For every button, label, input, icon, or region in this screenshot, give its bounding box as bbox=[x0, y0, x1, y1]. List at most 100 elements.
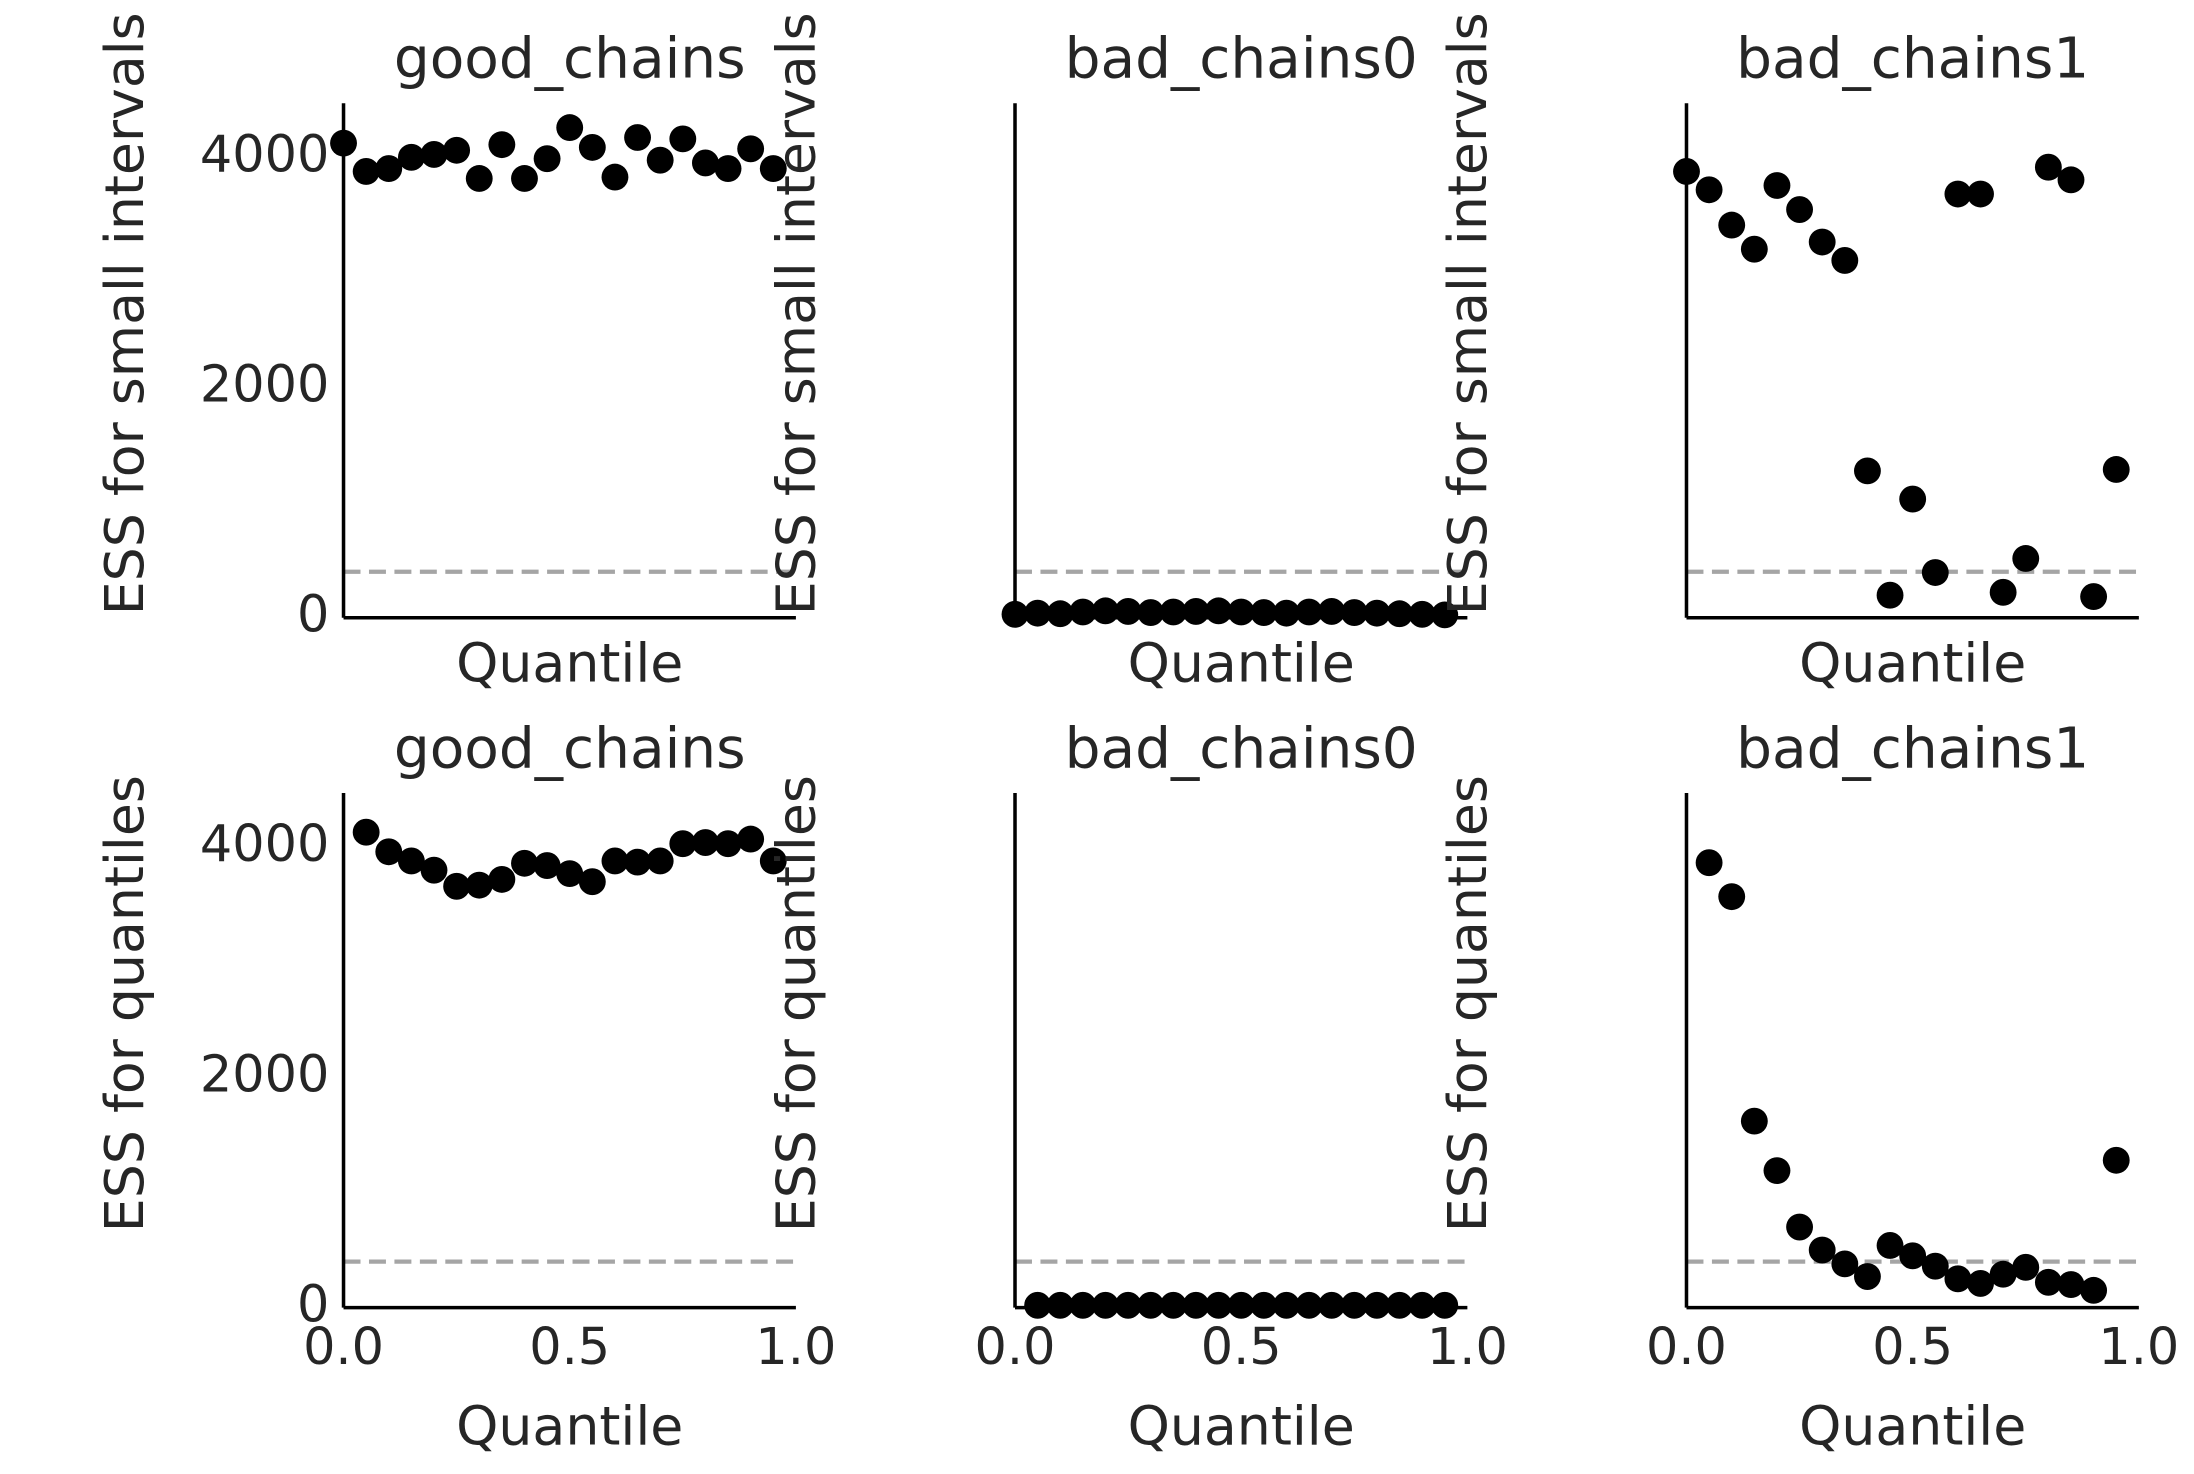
point bbox=[465, 871, 493, 899]
y-axis-label: ESS for small intervals bbox=[1436, 12, 1499, 615]
point bbox=[1989, 578, 2017, 606]
point bbox=[1431, 1291, 1459, 1319]
point bbox=[1718, 211, 1746, 239]
subplot: bad_chains1 ESS for quantiles Quantile 0.0 0… bbox=[1436, 717, 2180, 1458]
subplot: good_chains ESS for quantiles Quantile 0 200… bbox=[93, 717, 837, 1458]
point bbox=[1786, 196, 1814, 223]
point bbox=[714, 830, 742, 858]
point bbox=[1944, 180, 1972, 208]
point bbox=[2102, 456, 2130, 483]
point bbox=[1092, 597, 1119, 625]
point bbox=[1921, 1252, 1949, 1280]
point bbox=[2034, 1268, 2062, 1296]
point bbox=[1182, 1291, 1210, 1319]
point bbox=[330, 129, 357, 157]
point bbox=[1740, 1107, 1768, 1135]
point bbox=[352, 818, 380, 846]
y-axis-label: ESS for quantiles bbox=[764, 775, 827, 1232]
point bbox=[420, 856, 448, 884]
point bbox=[1024, 1291, 1052, 1319]
point bbox=[714, 155, 742, 183]
point bbox=[465, 165, 493, 192]
point bbox=[578, 133, 606, 161]
point bbox=[1718, 883, 1746, 911]
point bbox=[533, 145, 561, 173]
point bbox=[624, 124, 651, 151]
point bbox=[1967, 1270, 1994, 1297]
point bbox=[646, 146, 674, 174]
point bbox=[1318, 597, 1346, 625]
point bbox=[1831, 1250, 1859, 1278]
x-tick-label: 0.0 bbox=[1646, 1318, 1727, 1377]
point bbox=[1092, 1291, 1119, 1319]
point bbox=[420, 140, 448, 168]
point bbox=[443, 872, 471, 900]
point bbox=[1046, 600, 1074, 628]
point bbox=[375, 838, 403, 866]
x-tick-label: 1.0 bbox=[755, 1318, 836, 1377]
subplot-title: bad_chains1 bbox=[1736, 27, 2089, 92]
point bbox=[1431, 601, 1459, 629]
point bbox=[1159, 598, 1187, 626]
subplot-title: bad_chains1 bbox=[1736, 717, 2089, 782]
point bbox=[669, 125, 697, 153]
y-tick-label: 0 bbox=[297, 1276, 329, 1335]
x-tick-label: 0.5 bbox=[1201, 1318, 1282, 1377]
x-tick-label: 0.0 bbox=[975, 1318, 1056, 1377]
point bbox=[2012, 1253, 2040, 1281]
point bbox=[1295, 1291, 1323, 1319]
point bbox=[1227, 598, 1255, 626]
point bbox=[1899, 485, 1927, 513]
point bbox=[1408, 600, 1436, 628]
point bbox=[1069, 598, 1097, 626]
point bbox=[1831, 247, 1859, 274]
point bbox=[1876, 1232, 1904, 1259]
y-axis-label: ESS for small intervals bbox=[764, 12, 827, 615]
x-tick-label: 0.0 bbox=[303, 1318, 384, 1377]
subplot-title: bad_chains0 bbox=[1065, 27, 1418, 92]
point bbox=[556, 114, 584, 142]
point bbox=[1295, 598, 1323, 626]
point bbox=[1069, 1291, 1097, 1319]
point bbox=[1137, 599, 1165, 627]
x-axis-label: Quantile bbox=[456, 631, 683, 694]
point bbox=[488, 131, 516, 159]
point bbox=[1808, 1236, 1836, 1264]
point bbox=[1363, 599, 1391, 627]
point bbox=[1854, 1263, 1881, 1290]
point bbox=[1673, 158, 1700, 185]
point bbox=[511, 849, 538, 877]
point bbox=[737, 135, 765, 163]
point bbox=[1227, 1291, 1255, 1319]
point bbox=[1786, 1213, 1814, 1241]
point bbox=[397, 143, 425, 171]
x-tick-label: 1.0 bbox=[1427, 1318, 1508, 1377]
point bbox=[1205, 597, 1233, 625]
y-axis-label: ESS for small intervals bbox=[93, 12, 156, 615]
y-tick-label: 4000 bbox=[200, 815, 329, 874]
point bbox=[1340, 599, 1368, 627]
point bbox=[669, 830, 697, 858]
x-axis-label: Quantile bbox=[1128, 631, 1355, 694]
y-tick-label: 2000 bbox=[200, 1045, 329, 1104]
point bbox=[488, 865, 516, 893]
point bbox=[1763, 172, 1791, 199]
subplot: bad_chains1 ESS for small intervals Quanti… bbox=[1436, 12, 2139, 694]
x-axis-label: Quantile bbox=[456, 1395, 683, 1458]
point bbox=[601, 163, 629, 191]
point bbox=[1695, 176, 1723, 204]
point bbox=[1001, 600, 1029, 628]
point bbox=[1272, 1291, 1300, 1319]
point bbox=[691, 149, 719, 177]
point bbox=[2057, 166, 2085, 194]
point bbox=[1046, 1291, 1074, 1319]
point bbox=[511, 165, 538, 192]
point bbox=[2080, 1276, 2108, 1304]
point bbox=[1967, 180, 1994, 208]
subplot-title: bad_chains0 bbox=[1065, 717, 1418, 782]
point bbox=[737, 825, 765, 853]
point bbox=[556, 860, 584, 888]
point bbox=[1989, 1260, 2017, 1288]
point bbox=[375, 155, 403, 183]
y-axis-label: ESS for quantiles bbox=[93, 775, 156, 1232]
